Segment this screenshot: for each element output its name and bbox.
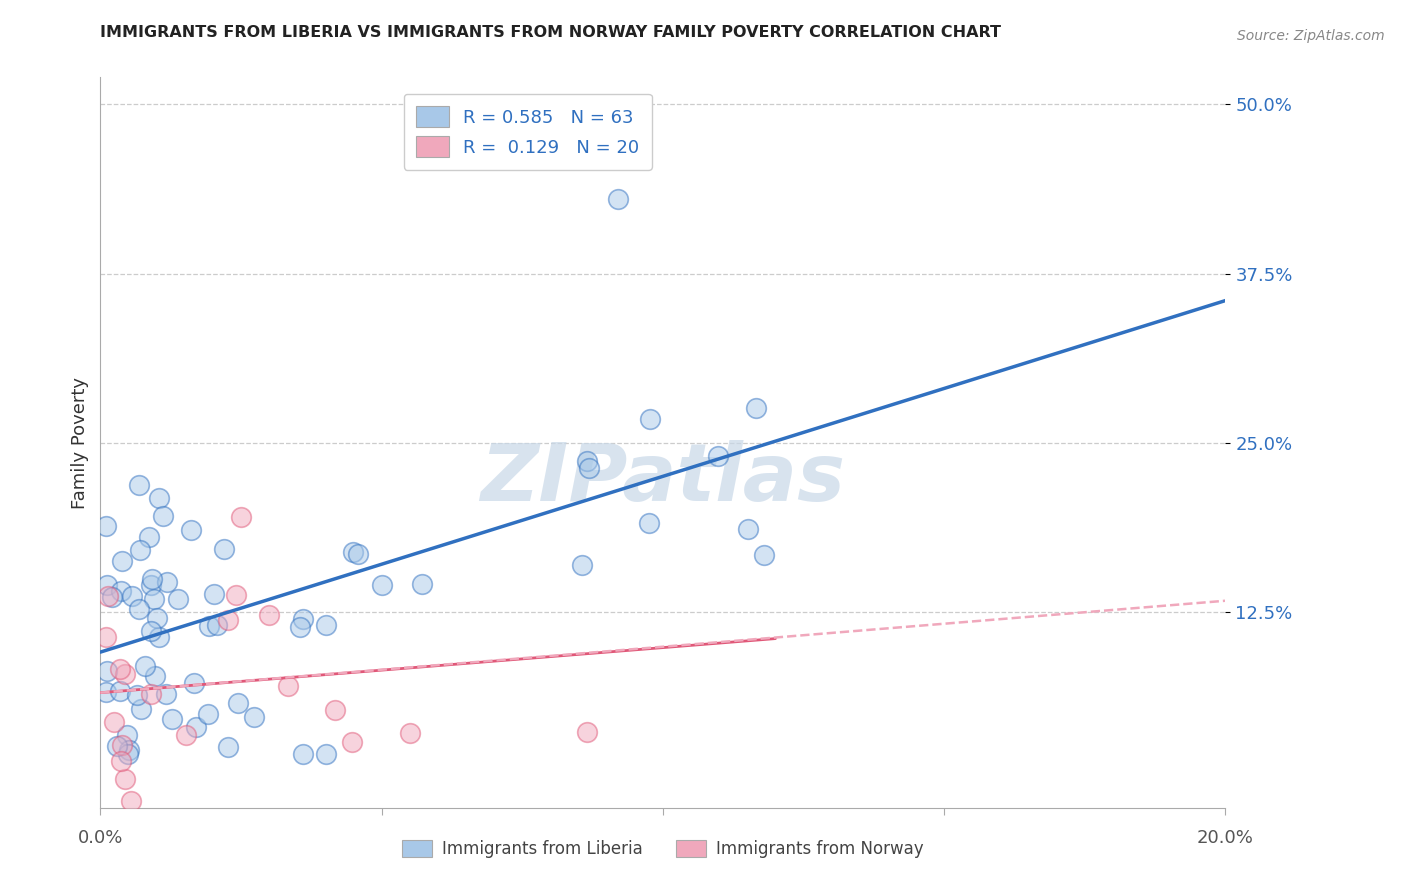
Point <box>571 558 593 572</box>
Text: Source: ZipAtlas.com: Source: ZipAtlas.com <box>1237 29 1385 43</box>
Point <box>198 619 221 633</box>
Point <box>139 578 162 592</box>
Point <box>110 583 132 598</box>
Point <box>148 491 170 505</box>
Point <box>141 687 163 701</box>
Point <box>114 772 136 786</box>
Legend: Immigrants from Liberia, Immigrants from Norway: Immigrants from Liberia, Immigrants from… <box>395 833 931 865</box>
Point <box>142 591 165 606</box>
Point <box>103 715 125 730</box>
Point <box>148 631 170 645</box>
Point <box>110 754 132 768</box>
Point <box>128 477 150 491</box>
Point <box>108 683 131 698</box>
Point <box>94 685 117 699</box>
Point <box>290 620 312 634</box>
Point <box>638 412 661 426</box>
Point <box>347 547 370 561</box>
Point <box>745 401 768 416</box>
Point <box>96 664 118 678</box>
Point <box>128 602 150 616</box>
Point <box>291 612 314 626</box>
Point <box>575 454 598 468</box>
Point <box>183 676 205 690</box>
Point <box>94 630 117 644</box>
Point <box>323 702 346 716</box>
Point <box>225 588 247 602</box>
Point <box>340 735 363 749</box>
Point <box>202 587 225 601</box>
Point <box>207 618 229 632</box>
Point <box>229 509 252 524</box>
Point <box>257 608 280 623</box>
Point <box>111 738 134 752</box>
Point <box>638 516 661 530</box>
Point <box>575 725 598 739</box>
Point <box>97 589 120 603</box>
Text: ZIPatlas: ZIPatlas <box>481 440 845 518</box>
Point <box>160 713 183 727</box>
Point <box>166 592 188 607</box>
Point <box>138 531 160 545</box>
Point <box>226 696 249 710</box>
Point <box>315 617 337 632</box>
Point <box>371 578 394 592</box>
Point <box>146 611 169 625</box>
Y-axis label: Family Poverty: Family Poverty <box>72 376 89 508</box>
Point <box>398 726 420 740</box>
Point <box>94 519 117 533</box>
Point <box>127 688 149 702</box>
Point <box>128 542 150 557</box>
Point <box>129 702 152 716</box>
Point <box>180 523 202 537</box>
Point <box>217 740 239 755</box>
Text: 20.0%: 20.0% <box>1197 830 1254 847</box>
Point <box>292 747 315 761</box>
Point <box>120 794 142 808</box>
Point <box>754 549 776 563</box>
Point <box>276 679 298 693</box>
Point <box>212 541 235 556</box>
Text: IMMIGRANTS FROM LIBERIA VS IMMIGRANTS FROM NORWAY FAMILY POVERTY CORRELATION CHA: IMMIGRANTS FROM LIBERIA VS IMMIGRANTS FR… <box>100 25 1001 40</box>
Text: 0.0%: 0.0% <box>77 830 124 847</box>
Point <box>121 590 143 604</box>
Point <box>108 662 131 676</box>
Point <box>578 461 600 475</box>
Point <box>101 591 124 605</box>
Point <box>134 659 156 673</box>
Point <box>105 739 128 753</box>
Point <box>243 710 266 724</box>
Point <box>155 687 177 701</box>
Point <box>174 728 197 742</box>
Point <box>411 576 433 591</box>
Point <box>111 554 134 568</box>
Point <box>141 573 163 587</box>
Point <box>217 613 239 627</box>
Point <box>96 577 118 591</box>
Point <box>737 522 759 536</box>
Point <box>197 707 219 722</box>
Point <box>342 545 364 559</box>
Point <box>707 449 730 463</box>
Point <box>117 747 139 761</box>
Point <box>156 574 179 589</box>
Point <box>115 729 138 743</box>
Point <box>118 743 141 757</box>
Point <box>186 720 208 734</box>
Point <box>315 747 337 761</box>
Point <box>114 667 136 681</box>
Point <box>606 192 628 206</box>
Point <box>143 669 166 683</box>
Point <box>141 624 163 639</box>
Point <box>152 509 174 524</box>
